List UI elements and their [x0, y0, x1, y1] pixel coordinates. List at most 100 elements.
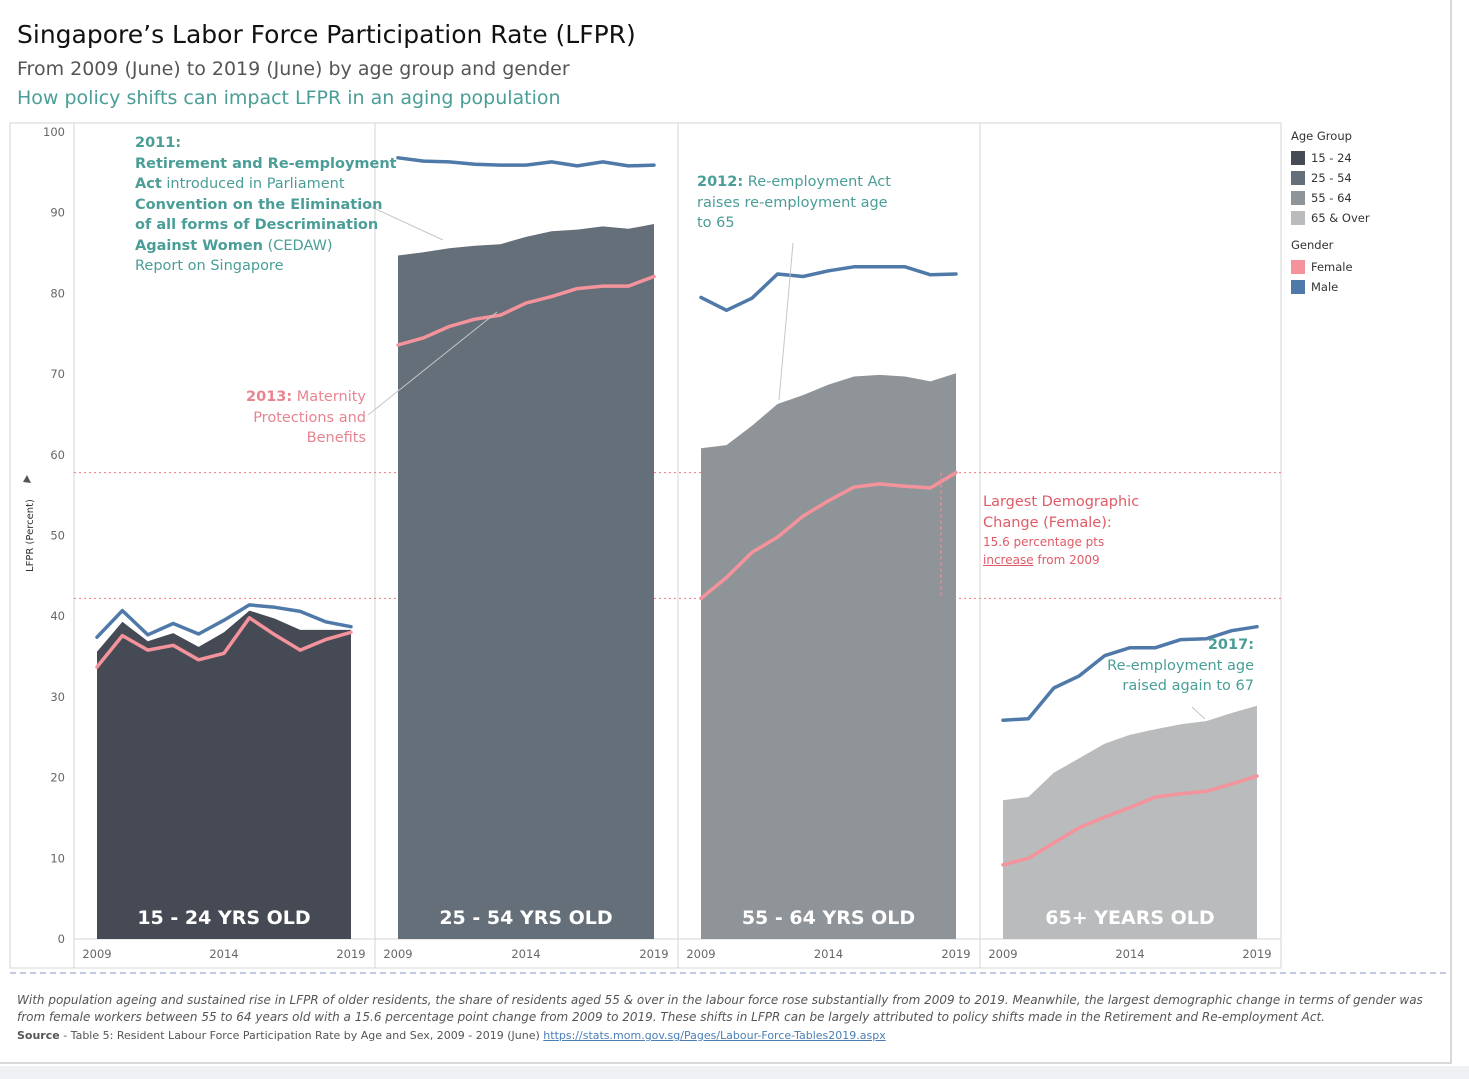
annotation-largest-change-increase: increase — [983, 553, 1034, 567]
annotation-2011-line3: Convention on the Elimination — [135, 196, 383, 213]
legend-label-25-54: 25 - 54 — [1311, 171, 1352, 185]
annotation-2012-year: 2012: — [697, 174, 744, 190]
leader-line-2012 — [778, 242, 794, 401]
annotation-2011-line2-rest: introduced in Parliament — [161, 176, 345, 192]
source-line: Source - Table 5: Resident Labour Force … — [17, 1029, 886, 1042]
x-tick-label: 2009 — [82, 947, 111, 961]
legend[interactable]: Age Group 15 - 24 25 - 54 55 - 64 65 & O… — [1291, 129, 1370, 297]
annotation-2011-line5-bold: Against Women — [135, 237, 263, 254]
y-tick-label: 60 — [50, 448, 65, 462]
annotation-2011-year: 2011: — [135, 135, 182, 151]
y-tick-label: 50 — [50, 529, 65, 543]
annotation-2011-line1: Retirement and Re-employment — [135, 155, 397, 172]
dashboard-frame — [0, 0, 1452, 1064]
legend-swatch-55-64 — [1291, 191, 1305, 205]
annotation-2011: 2011: Retirement and Re-employment Act i… — [135, 133, 397, 277]
leader-line-2013 — [367, 311, 498, 416]
page-subtitle: From 2009 (June) to 2019 (June) by age g… — [17, 58, 570, 80]
area-0 — [97, 610, 351, 939]
annotation-2017-year: 2017: — [1207, 637, 1254, 653]
legend-swatch-25-54 — [1291, 171, 1305, 185]
annotation-2011-line4: of all forms of Descrimination — [135, 217, 379, 233]
source-link[interactable]: https://stats.mom.gov.sg/Pages/Labour-Fo… — [543, 1029, 886, 1042]
annotation-largest-change-line2: Change (Female): — [983, 514, 1112, 531]
y-tick-label: 20 — [50, 771, 65, 785]
annotation-2013: 2013: Maternity Protections and Benefits — [200, 387, 366, 449]
y-tick-label: 80 — [50, 286, 65, 300]
bottom-strip — [0, 1066, 1469, 1079]
female-line-1 — [396, 274, 656, 347]
section-divider — [10, 972, 1446, 974]
annotation-largest-change: Largest Demographic Change (Female): 15.… — [983, 492, 1139, 569]
legend-item-65-over[interactable]: 65 & Over — [1291, 208, 1370, 228]
annotation-2013-line1: Maternity — [292, 389, 366, 405]
female-line-0 — [95, 616, 353, 669]
legend-label-55-64: 55 - 64 — [1311, 191, 1352, 205]
x-tick-label: 2014 — [511, 947, 540, 961]
male-line-1 — [396, 156, 656, 168]
legend-swatch-male — [1291, 280, 1305, 294]
area-3 — [1003, 705, 1257, 939]
x-tick-label: 2014 — [209, 947, 238, 961]
y-tick-label: 90 — [50, 206, 65, 220]
x-tick-label: 2009 — [686, 947, 715, 961]
annotation-2011-line6: Report on Singapore — [135, 258, 284, 274]
annotation-2017-line3: raised again to 67 — [1122, 678, 1254, 694]
legend-item-25-54[interactable]: 25 - 54 — [1291, 168, 1370, 188]
legend-item-female[interactable]: Female — [1291, 257, 1370, 277]
legend-label-male: Male — [1311, 280, 1339, 294]
x-tick-label: 2019 — [941, 947, 970, 961]
x-tick-label: 2014 — [814, 947, 843, 961]
area-2 — [701, 373, 956, 939]
legend-label-65-over: 65 & Over — [1311, 211, 1370, 225]
annotation-largest-change-line1: Largest Demographic — [983, 494, 1140, 510]
annotation-2012-line2: raises re-employment age — [697, 194, 888, 211]
y-tick-label: 100 — [43, 125, 65, 139]
legend-label-female: Female — [1311, 260, 1353, 274]
x-tick-label: 2019 — [639, 947, 668, 961]
y-axis-label: LFPR (Percent) — [25, 499, 36, 572]
y-tick-label: 40 — [50, 609, 65, 623]
annotation-2013-line3: Benefits — [306, 430, 366, 446]
legend-item-male[interactable]: Male — [1291, 277, 1370, 297]
source-label: Source — [17, 1029, 60, 1042]
x-tick-label: 2019 — [1242, 947, 1271, 961]
x-tick-label: 2019 — [336, 947, 365, 961]
page-subtitle-policy: How policy shifts can impact LFPR in an … — [17, 87, 561, 109]
female-line-2 — [699, 470, 958, 601]
leader-line-2011 — [366, 204, 444, 241]
legend-label-15-24: 15 - 24 — [1311, 151, 1352, 165]
legend-gender-title: Gender — [1291, 238, 1334, 252]
y-tick-label: 70 — [50, 367, 65, 381]
panel-label-3: 65+ YEARS OLD — [1045, 907, 1214, 929]
panel-label-1: 25 - 54 YRS OLD — [439, 907, 612, 929]
legend-swatch-65-over — [1291, 211, 1305, 225]
legend-item-55-64[interactable]: 55 - 64 — [1291, 188, 1370, 208]
female-line-3 — [1001, 774, 1259, 867]
annotation-2017: 2017: Re-employment age raised again to … — [1085, 635, 1254, 697]
source-text: - Table 5: Resident Labour Force Partici… — [59, 1029, 544, 1042]
annotation-2011-line5-rest: (CEDAW) — [263, 237, 333, 254]
legend-swatch-female — [1291, 260, 1305, 274]
annotation-2012: 2012: Re-employment Act raises re-employ… — [697, 172, 891, 234]
annotation-2013-year: 2013: — [246, 389, 293, 405]
y-tick-label: 0 — [58, 932, 65, 946]
annotation-2011-line2-bold: Act — [135, 176, 162, 192]
footnote: With population ageing and sustained ris… — [17, 993, 1423, 1024]
page-title: Singapore’s Labor Force Participation Ra… — [17, 20, 636, 49]
annotation-largest-change-line4: from 2009 — [1033, 553, 1100, 567]
male-line-0 — [95, 603, 353, 639]
leader-line-2017 — [1191, 706, 1206, 720]
panel-label-0: 15 - 24 YRS OLD — [137, 907, 310, 929]
male-line-2 — [699, 265, 958, 313]
legend-item-15-24[interactable]: 15 - 24 — [1291, 148, 1370, 168]
annotation-2017-line2: Re-employment age — [1107, 657, 1254, 674]
annotation-largest-change-line3: 15.6 percentage pts — [983, 535, 1105, 549]
annotation-2012-line3: to 65 — [697, 215, 735, 231]
area-1 — [398, 224, 654, 939]
x-tick-label: 2009 — [383, 947, 412, 961]
x-tick-label: 2014 — [1115, 947, 1144, 961]
plot-frame — [9, 122, 1282, 969]
legend-swatch-15-24 — [1291, 151, 1305, 165]
